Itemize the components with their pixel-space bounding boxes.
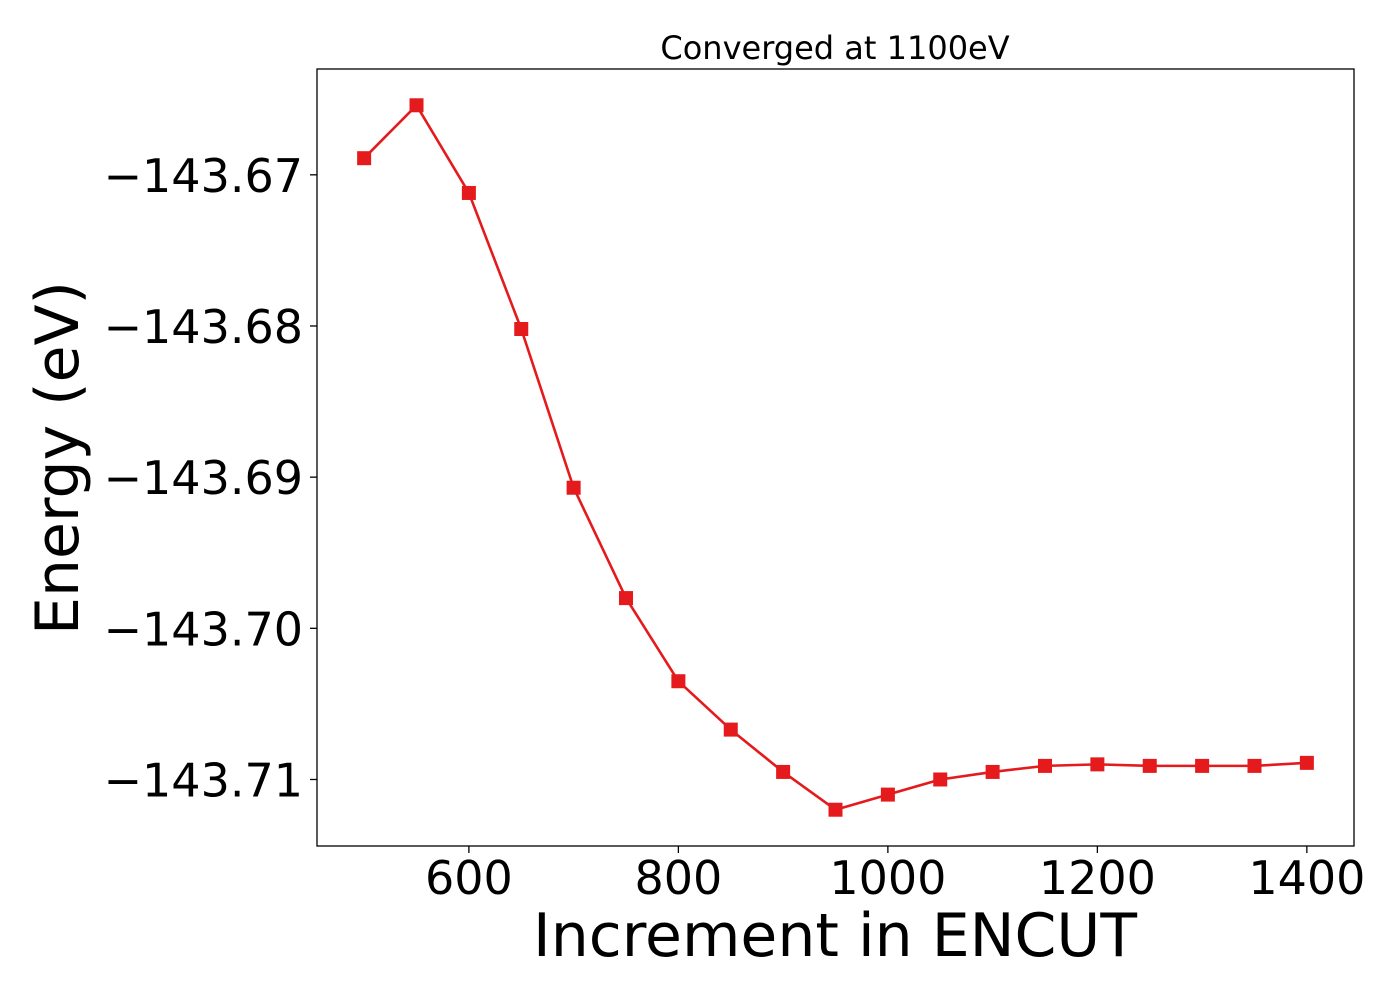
data-point-marker <box>880 787 895 802</box>
data-point-marker <box>1195 758 1210 773</box>
data-point-marker <box>514 322 529 337</box>
data-point-marker <box>985 764 1000 779</box>
data-point-marker <box>1299 755 1314 770</box>
data-point-marker <box>357 151 372 166</box>
x-tick-label: 1400 <box>1248 851 1365 905</box>
data-point-marker <box>1090 757 1105 772</box>
data-point-marker <box>409 98 424 113</box>
data-point-marker <box>1247 758 1262 773</box>
data-point-marker <box>776 764 791 779</box>
data-point-marker <box>1142 758 1157 773</box>
y-tick-label: −143.67 <box>104 149 304 203</box>
data-point-marker <box>566 480 581 495</box>
x-tick-label: 1000 <box>829 851 946 905</box>
chart-title: Converged at 1100eV <box>660 29 1009 67</box>
x-axis-label: Increment in ENCUT <box>533 901 1137 971</box>
y-tick-label: −143.71 <box>104 753 304 807</box>
data-point-marker <box>828 802 843 817</box>
data-point-marker <box>619 591 634 606</box>
data-point-marker <box>723 722 738 737</box>
y-axis-label: Energy (eV) <box>23 281 93 635</box>
plot-area: 600 800 1000 1200 1400 −143.67 −143.68 −143.69 −… <box>104 68 1365 905</box>
y-tick-label: −143.69 <box>104 451 304 505</box>
y-tick-label: −143.70 <box>104 602 304 656</box>
x-tick-label: 1200 <box>1039 851 1156 905</box>
y-tick-label: −143.68 <box>104 300 304 354</box>
data-point-marker <box>671 674 686 689</box>
data-point-marker <box>1037 758 1052 773</box>
x-tick-label: 800 <box>634 851 722 905</box>
data-point-marker <box>933 772 948 787</box>
axes-frame <box>316 68 1355 847</box>
x-tick-label: 600 <box>425 851 513 905</box>
data-point-marker <box>461 185 476 200</box>
